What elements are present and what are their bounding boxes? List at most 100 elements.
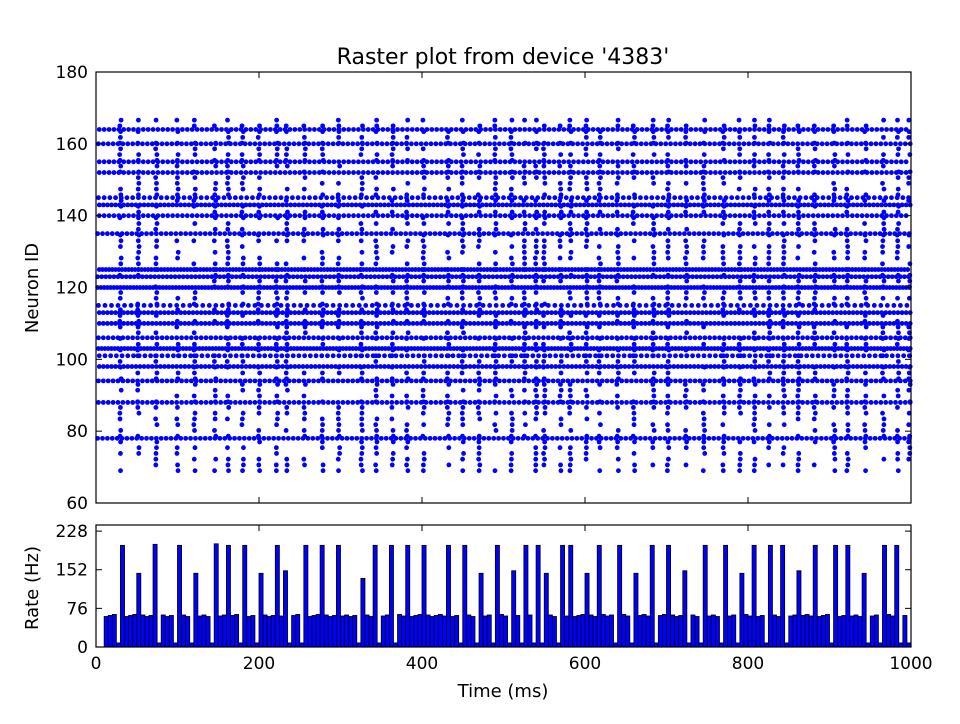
spike — [895, 209, 901, 215]
spike — [777, 310, 783, 316]
spike — [453, 213, 459, 219]
spike — [701, 231, 707, 237]
spike — [509, 175, 515, 180]
spike — [668, 159, 674, 165]
spike — [476, 445, 482, 451]
spike — [493, 221, 499, 226]
spike — [864, 213, 870, 219]
spike — [631, 416, 637, 422]
spike — [781, 382, 786, 387]
spike — [404, 261, 410, 267]
spike — [583, 244, 589, 249]
spike — [472, 335, 478, 341]
spike — [386, 310, 391, 316]
spike — [319, 249, 325, 255]
spike — [267, 195, 272, 201]
spike — [598, 175, 603, 180]
spike — [796, 278, 802, 284]
spike — [716, 310, 722, 316]
spike — [301, 226, 307, 232]
spike — [752, 170, 757, 175]
spike — [231, 202, 237, 208]
spike — [903, 170, 909, 175]
spike — [353, 321, 359, 326]
spike — [443, 335, 449, 341]
spike — [522, 170, 528, 175]
spike — [551, 170, 557, 175]
spike — [577, 202, 583, 208]
spike — [814, 335, 820, 341]
spike — [766, 117, 772, 123]
spike — [567, 451, 573, 456]
spike — [488, 127, 493, 132]
spike — [358, 238, 364, 244]
spike — [796, 387, 801, 393]
spike — [533, 278, 539, 284]
spike — [334, 231, 340, 237]
spike — [781, 159, 787, 165]
spike — [832, 341, 838, 347]
spike — [337, 321, 343, 326]
spike — [536, 310, 542, 316]
spike — [862, 255, 868, 261]
spike — [665, 341, 670, 347]
spike — [420, 255, 426, 261]
spike — [651, 310, 656, 316]
spike — [134, 231, 140, 237]
spike — [390, 146, 396, 152]
spike — [255, 195, 261, 201]
spike — [194, 213, 200, 219]
spike — [610, 202, 616, 208]
spike — [461, 330, 466, 336]
spike — [727, 127, 733, 132]
spike — [239, 202, 245, 208]
spike — [283, 428, 289, 433]
spike — [683, 462, 689, 468]
spike — [893, 170, 899, 175]
spike — [493, 393, 499, 399]
spike — [867, 231, 873, 237]
spike — [781, 170, 787, 175]
spike — [668, 170, 674, 175]
spike — [479, 310, 485, 316]
spike — [131, 159, 136, 165]
spike — [522, 387, 527, 393]
spike — [125, 335, 131, 341]
spike — [571, 159, 576, 165]
spike — [752, 359, 758, 364]
spike — [373, 468, 379, 474]
spike — [492, 134, 498, 140]
spike — [757, 170, 762, 175]
spike — [258, 159, 264, 165]
spike — [663, 310, 669, 316]
spike — [117, 324, 123, 330]
spike — [212, 410, 218, 416]
spike — [541, 170, 547, 175]
spike — [467, 310, 473, 316]
spike — [319, 439, 325, 445]
spike — [336, 180, 341, 186]
spike — [406, 321, 412, 326]
spike — [219, 213, 224, 219]
spike — [492, 422, 498, 428]
spike — [780, 462, 786, 468]
spike — [584, 445, 589, 451]
spike — [541, 278, 547, 284]
spike — [883, 141, 889, 147]
spike — [906, 456, 912, 462]
spike — [688, 170, 694, 175]
spike — [540, 231, 546, 237]
spike — [520, 231, 526, 237]
spike — [895, 428, 900, 433]
spike — [247, 141, 253, 147]
spike — [235, 310, 241, 316]
spike — [766, 127, 772, 132]
spike — [846, 202, 852, 208]
spike — [579, 231, 585, 237]
spike — [493, 146, 498, 152]
spike — [385, 127, 391, 132]
spike — [545, 335, 551, 341]
spike — [682, 393, 688, 399]
spike — [506, 195, 512, 201]
spike — [135, 175, 141, 180]
